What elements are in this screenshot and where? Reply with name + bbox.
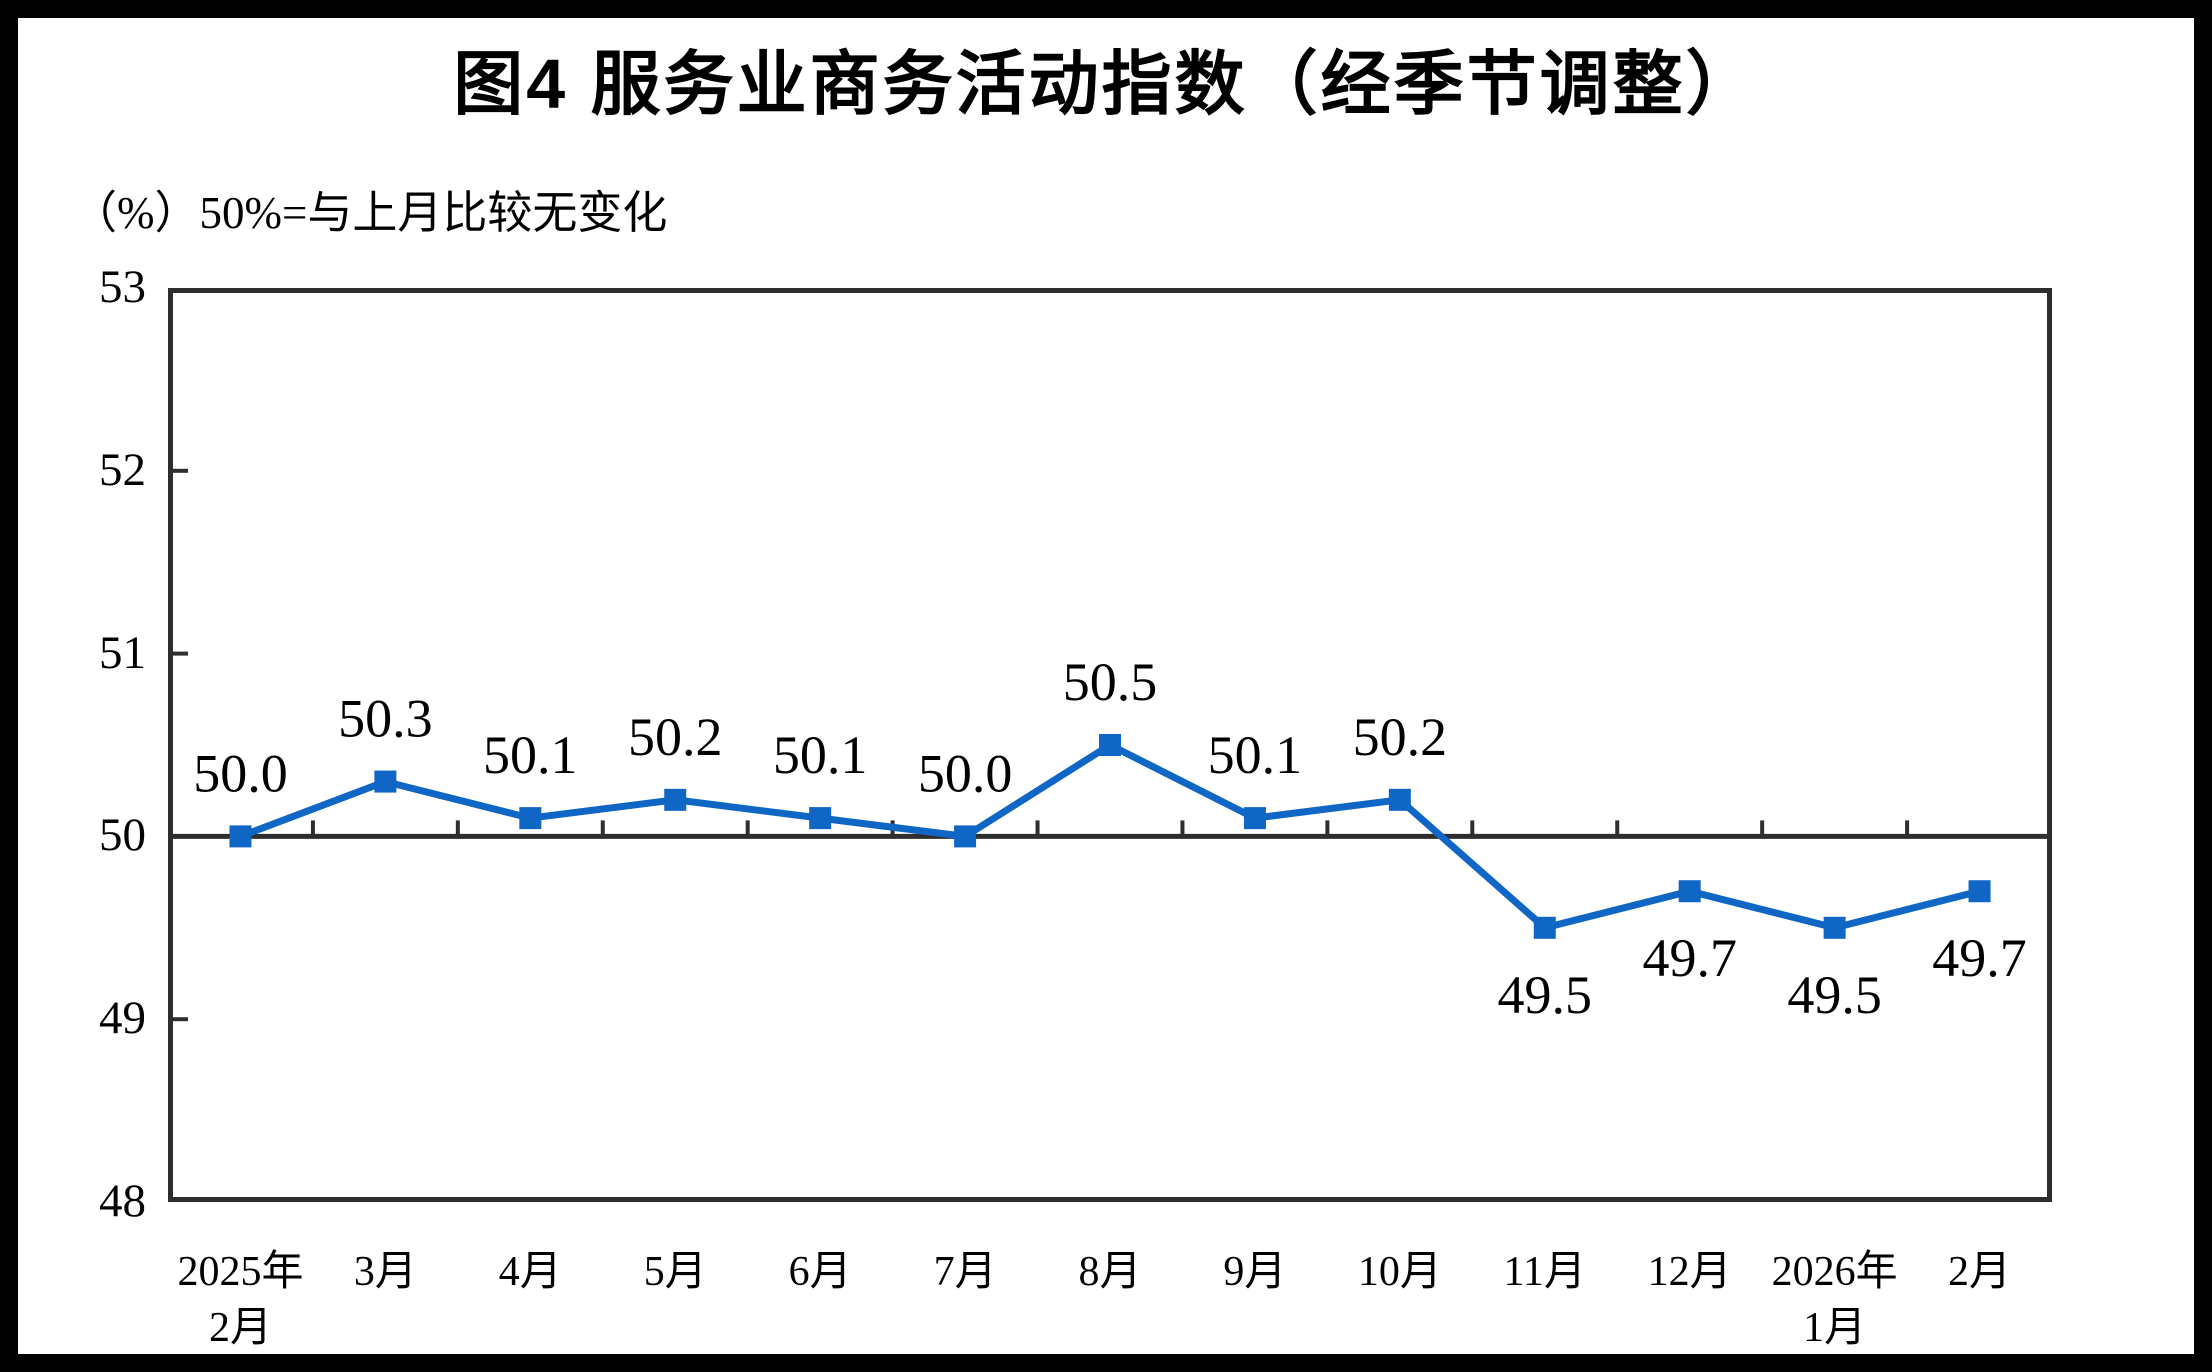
data-label: 50.0: [918, 743, 1013, 803]
y-tick-label: 52: [99, 443, 146, 496]
y-tick-label: 48: [99, 1174, 146, 1227]
data-point-marker: [809, 807, 832, 830]
data-label: 50.1: [1208, 725, 1303, 785]
data-label: 50.2: [1353, 707, 1448, 767]
data-point-marker: [229, 825, 252, 848]
x-tick-label: 2026年 1月: [1771, 1249, 1898, 1351]
data-point-marker: [1099, 734, 1121, 756]
data-label: 49.7: [1932, 928, 2027, 988]
x-tick-label: 3月: [353, 1249, 417, 1295]
x-tick-label: 11月: [1503, 1249, 1586, 1295]
x-tick-label: 4月: [498, 1249, 562, 1295]
data-point-marker: [1533, 916, 1556, 939]
data-point-marker: [1678, 880, 1701, 903]
data-label: 50.1: [483, 725, 578, 785]
data-label: 49.5: [1498, 965, 1593, 1025]
data-label: 50.3: [338, 689, 433, 749]
data-point-marker: [1243, 807, 1266, 830]
data-point-marker: [1388, 788, 1411, 811]
data-label: 50.5: [1063, 652, 1158, 712]
x-axis-labels: 2025年 2月 3月 4月 5月 6月 7月 8月 9月 10月 11月 12月 2026年 1月 2…: [168, 1244, 2052, 1369]
x-tick-label: 2025年 2月: [177, 1249, 304, 1351]
x-tick-label: 5月: [643, 1249, 707, 1295]
x-tick-label: 6月: [788, 1249, 852, 1295]
x-tick-label: 2月: [1948, 1249, 2012, 1295]
data-label: 49.7: [1642, 928, 1737, 988]
data-point-marker: [664, 788, 687, 811]
plot-area: 50.0 50.3 50.1 50.2 50.1 50.0 50.5 50.1 50.2 49.5…: [168, 288, 2052, 1202]
y-tick-label: 49: [99, 992, 146, 1045]
data-label: 50.0: [193, 743, 288, 803]
data-point-marker: [1823, 916, 1846, 939]
x-tick-label: 8月: [1078, 1249, 1142, 1295]
data-point-marker: [519, 807, 542, 830]
data-label: 50.2: [628, 707, 723, 767]
y-tick-label: 53: [99, 260, 146, 313]
data-point-marker: [954, 825, 977, 848]
data-point-marker: [374, 770, 397, 793]
x-tick-label: 7月: [933, 1249, 997, 1295]
y-tick-label: 50: [99, 809, 146, 862]
data-point-marker: [1968, 880, 1991, 903]
y-tick-label: 51: [99, 626, 146, 679]
x-tick-label: 10月: [1357, 1249, 1442, 1295]
chart-title: 图4 服务业商务活动指数（经季节调整）: [453, 45, 1759, 123]
chart-unit-note: （%）50%=与上月比较无变化: [72, 188, 668, 238]
data-label: 49.5: [1787, 965, 1882, 1025]
x-tick-label: 9月: [1223, 1249, 1287, 1295]
data-label: 50.1: [773, 725, 868, 785]
x-tick-label: 12月: [1647, 1249, 1732, 1295]
plot-border: [168, 288, 2052, 1202]
